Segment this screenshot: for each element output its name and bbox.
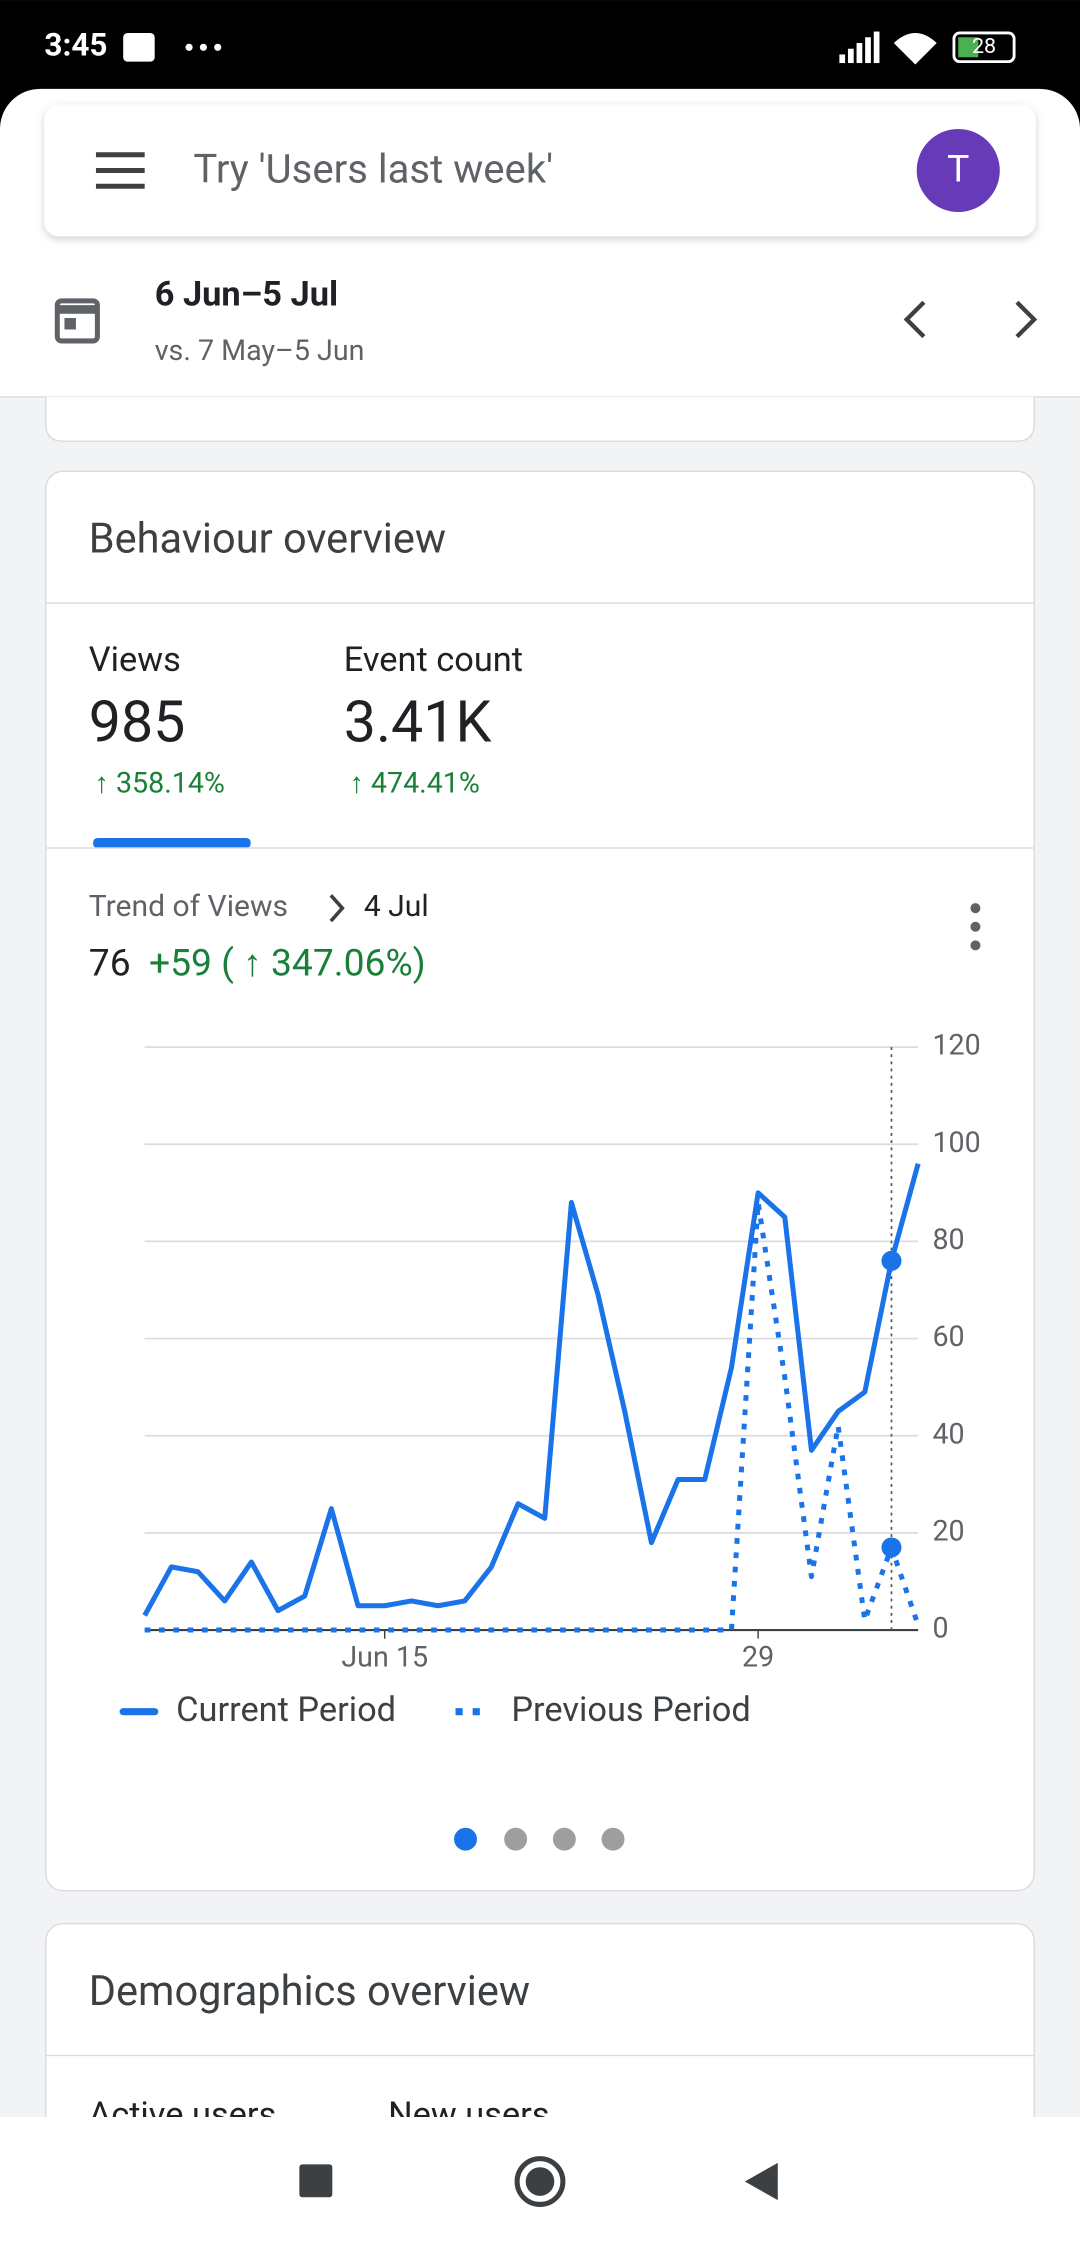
x-tick-label: Jun 15 (341, 1639, 428, 1673)
card-title: Behaviour overview (89, 514, 446, 563)
home-button[interactable] (514, 2156, 566, 2207)
avatar-letter[interactable]: T (947, 148, 969, 192)
behaviour-card (45, 470, 1035, 1892)
date-range[interactable]: 6 Jun–5 Jul (155, 275, 338, 315)
menu-icon[interactable] (95, 152, 145, 189)
search-placeholder[interactable]: Try 'Users last week' (193, 146, 553, 193)
page-dot[interactable] (552, 1827, 576, 1851)
y-tick-label: 120 (932, 1028, 980, 1062)
legend-label: Previous Period (511, 1690, 750, 1730)
trend-date: 4 Jul (364, 889, 429, 924)
previous-card (45, 396, 1035, 442)
y-tick-label: 20 (932, 1513, 964, 1547)
metric-label[interactable]: Event count (344, 640, 523, 680)
trend-value: 76 (89, 941, 131, 985)
demographics-section: Demographics overview Active users New u… (45, 1922, 1035, 2135)
metric-value[interactable]: 985 (89, 688, 186, 755)
avatar[interactable] (916, 128, 1000, 213)
metric-label[interactable]: Views (89, 640, 181, 680)
metric-label[interactable]: Active users (89, 2095, 276, 2135)
battery-text: 28 (972, 34, 996, 59)
y-tick-label: 80 (932, 1222, 964, 1256)
demographics-card (45, 1922, 1035, 2118)
page-dot[interactable] (601, 1827, 625, 1851)
x-tick-label: 29 (742, 1639, 774, 1673)
back-button[interactable] (744, 2162, 778, 2201)
battery-icon (952, 31, 1016, 64)
selected-point (881, 1250, 902, 1271)
prev-button[interactable] (903, 300, 926, 339)
recents-button[interactable] (299, 2164, 333, 2198)
metric-value[interactable]: 3.41K (344, 688, 492, 755)
clock: 3:45 (44, 27, 107, 64)
page-dot[interactable] (454, 1827, 477, 1851)
chart: 0 20 40 60 80 100 120 Jun 15 29 Current Period Pre… (119, 1028, 981, 1730)
selected-tab-indicator (93, 837, 251, 848)
y-tick-label: 40 (932, 1416, 964, 1450)
wifi-icon (893, 32, 937, 65)
y-tick-label: 0 (932, 1611, 948, 1645)
battery-level (958, 37, 979, 58)
series-line (142, 1163, 921, 1617)
series-line (144, 1200, 921, 1633)
search-bar[interactable] (44, 104, 1036, 237)
signal-icon (839, 31, 880, 64)
y-tick-label: 100 (932, 1125, 980, 1159)
metric-change[interactable]: ↑ 474.41% (349, 766, 479, 800)
more-icon (185, 43, 222, 51)
legend-label: Current Period (176, 1690, 396, 1730)
teams-icon (123, 32, 155, 62)
more-options[interactable] (970, 903, 981, 951)
page-dot[interactable] (504, 1827, 528, 1851)
metric-label[interactable]: New users (388, 2095, 549, 2135)
next-button[interactable] (1015, 300, 1038, 339)
metric-change[interactable]: ↑ 358.14% (95, 766, 225, 800)
trend-label: Trend of Views (89, 889, 288, 924)
date-comparison[interactable]: vs. 7 May–5 Jun (155, 333, 365, 367)
calendar-icon[interactable] (54, 298, 100, 344)
selected-point (881, 1537, 902, 1558)
breadcrumb-chevron (329, 894, 345, 923)
y-tick-label: 60 (932, 1319, 964, 1353)
trend-change: +59 ( ↑ 347.06%) (149, 941, 426, 985)
card-title: Demographics overview (89, 1967, 530, 2016)
